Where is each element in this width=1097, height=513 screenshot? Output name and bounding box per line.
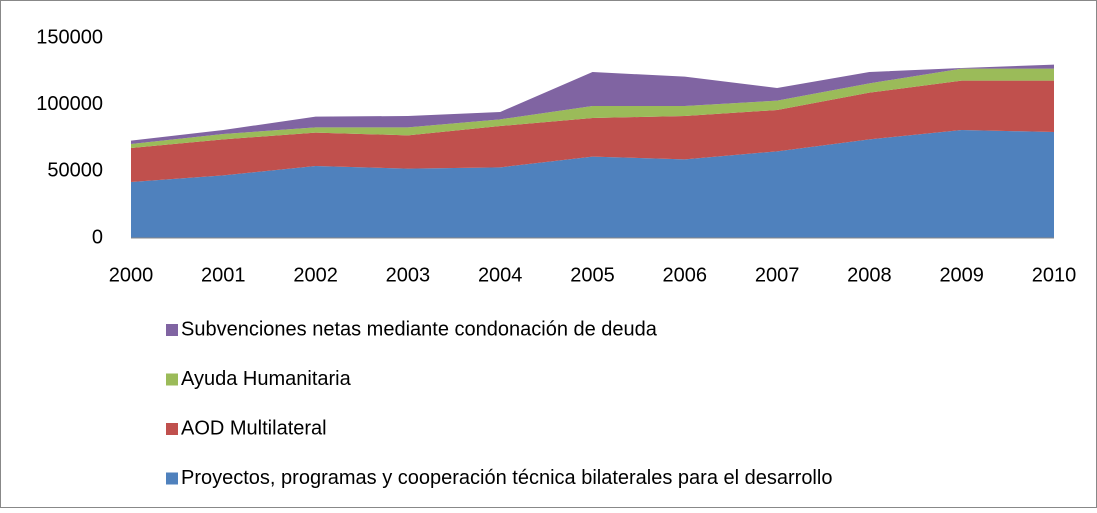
- y-tick-label: 0: [92, 226, 103, 248]
- y-tick-label: 150000: [36, 26, 103, 48]
- area-series: [131, 68, 1054, 148]
- x-tick-label: 2000: [109, 264, 154, 286]
- x-tick-label: 2007: [755, 264, 800, 286]
- area-series: [131, 130, 1054, 238]
- y-tick-label: 50000: [47, 160, 103, 182]
- y-tick-label: 100000: [36, 93, 103, 115]
- x-tick-label: 2006: [663, 264, 708, 286]
- legend-swatch: [166, 373, 178, 386]
- legend-swatch: [166, 423, 178, 435]
- area-series: [131, 64, 1054, 144]
- area-series: [131, 80, 1054, 182]
- x-tick-label: 2002: [293, 264, 338, 286]
- x-tick-label: 2009: [939, 264, 984, 286]
- legend-swatch: [166, 472, 178, 485]
- legend-label: Ayuda Humanitaria: [181, 368, 352, 390]
- legend-label: AOD Multilateral: [181, 417, 327, 439]
- x-tick-label: 2005: [570, 264, 615, 286]
- x-tick-label: 2008: [847, 264, 892, 286]
- legend-label: Subvenciones netas mediante condonación …: [181, 318, 658, 340]
- legend-label: Proyectos, programas y cooperación técni…: [181, 467, 832, 489]
- x-tick-label: 2004: [478, 264, 523, 286]
- legend-swatch: [166, 324, 178, 336]
- x-tick-label: 2001: [201, 264, 246, 286]
- x-tick-label: 2003: [386, 264, 431, 286]
- x-tick-label: 2010: [1032, 264, 1077, 286]
